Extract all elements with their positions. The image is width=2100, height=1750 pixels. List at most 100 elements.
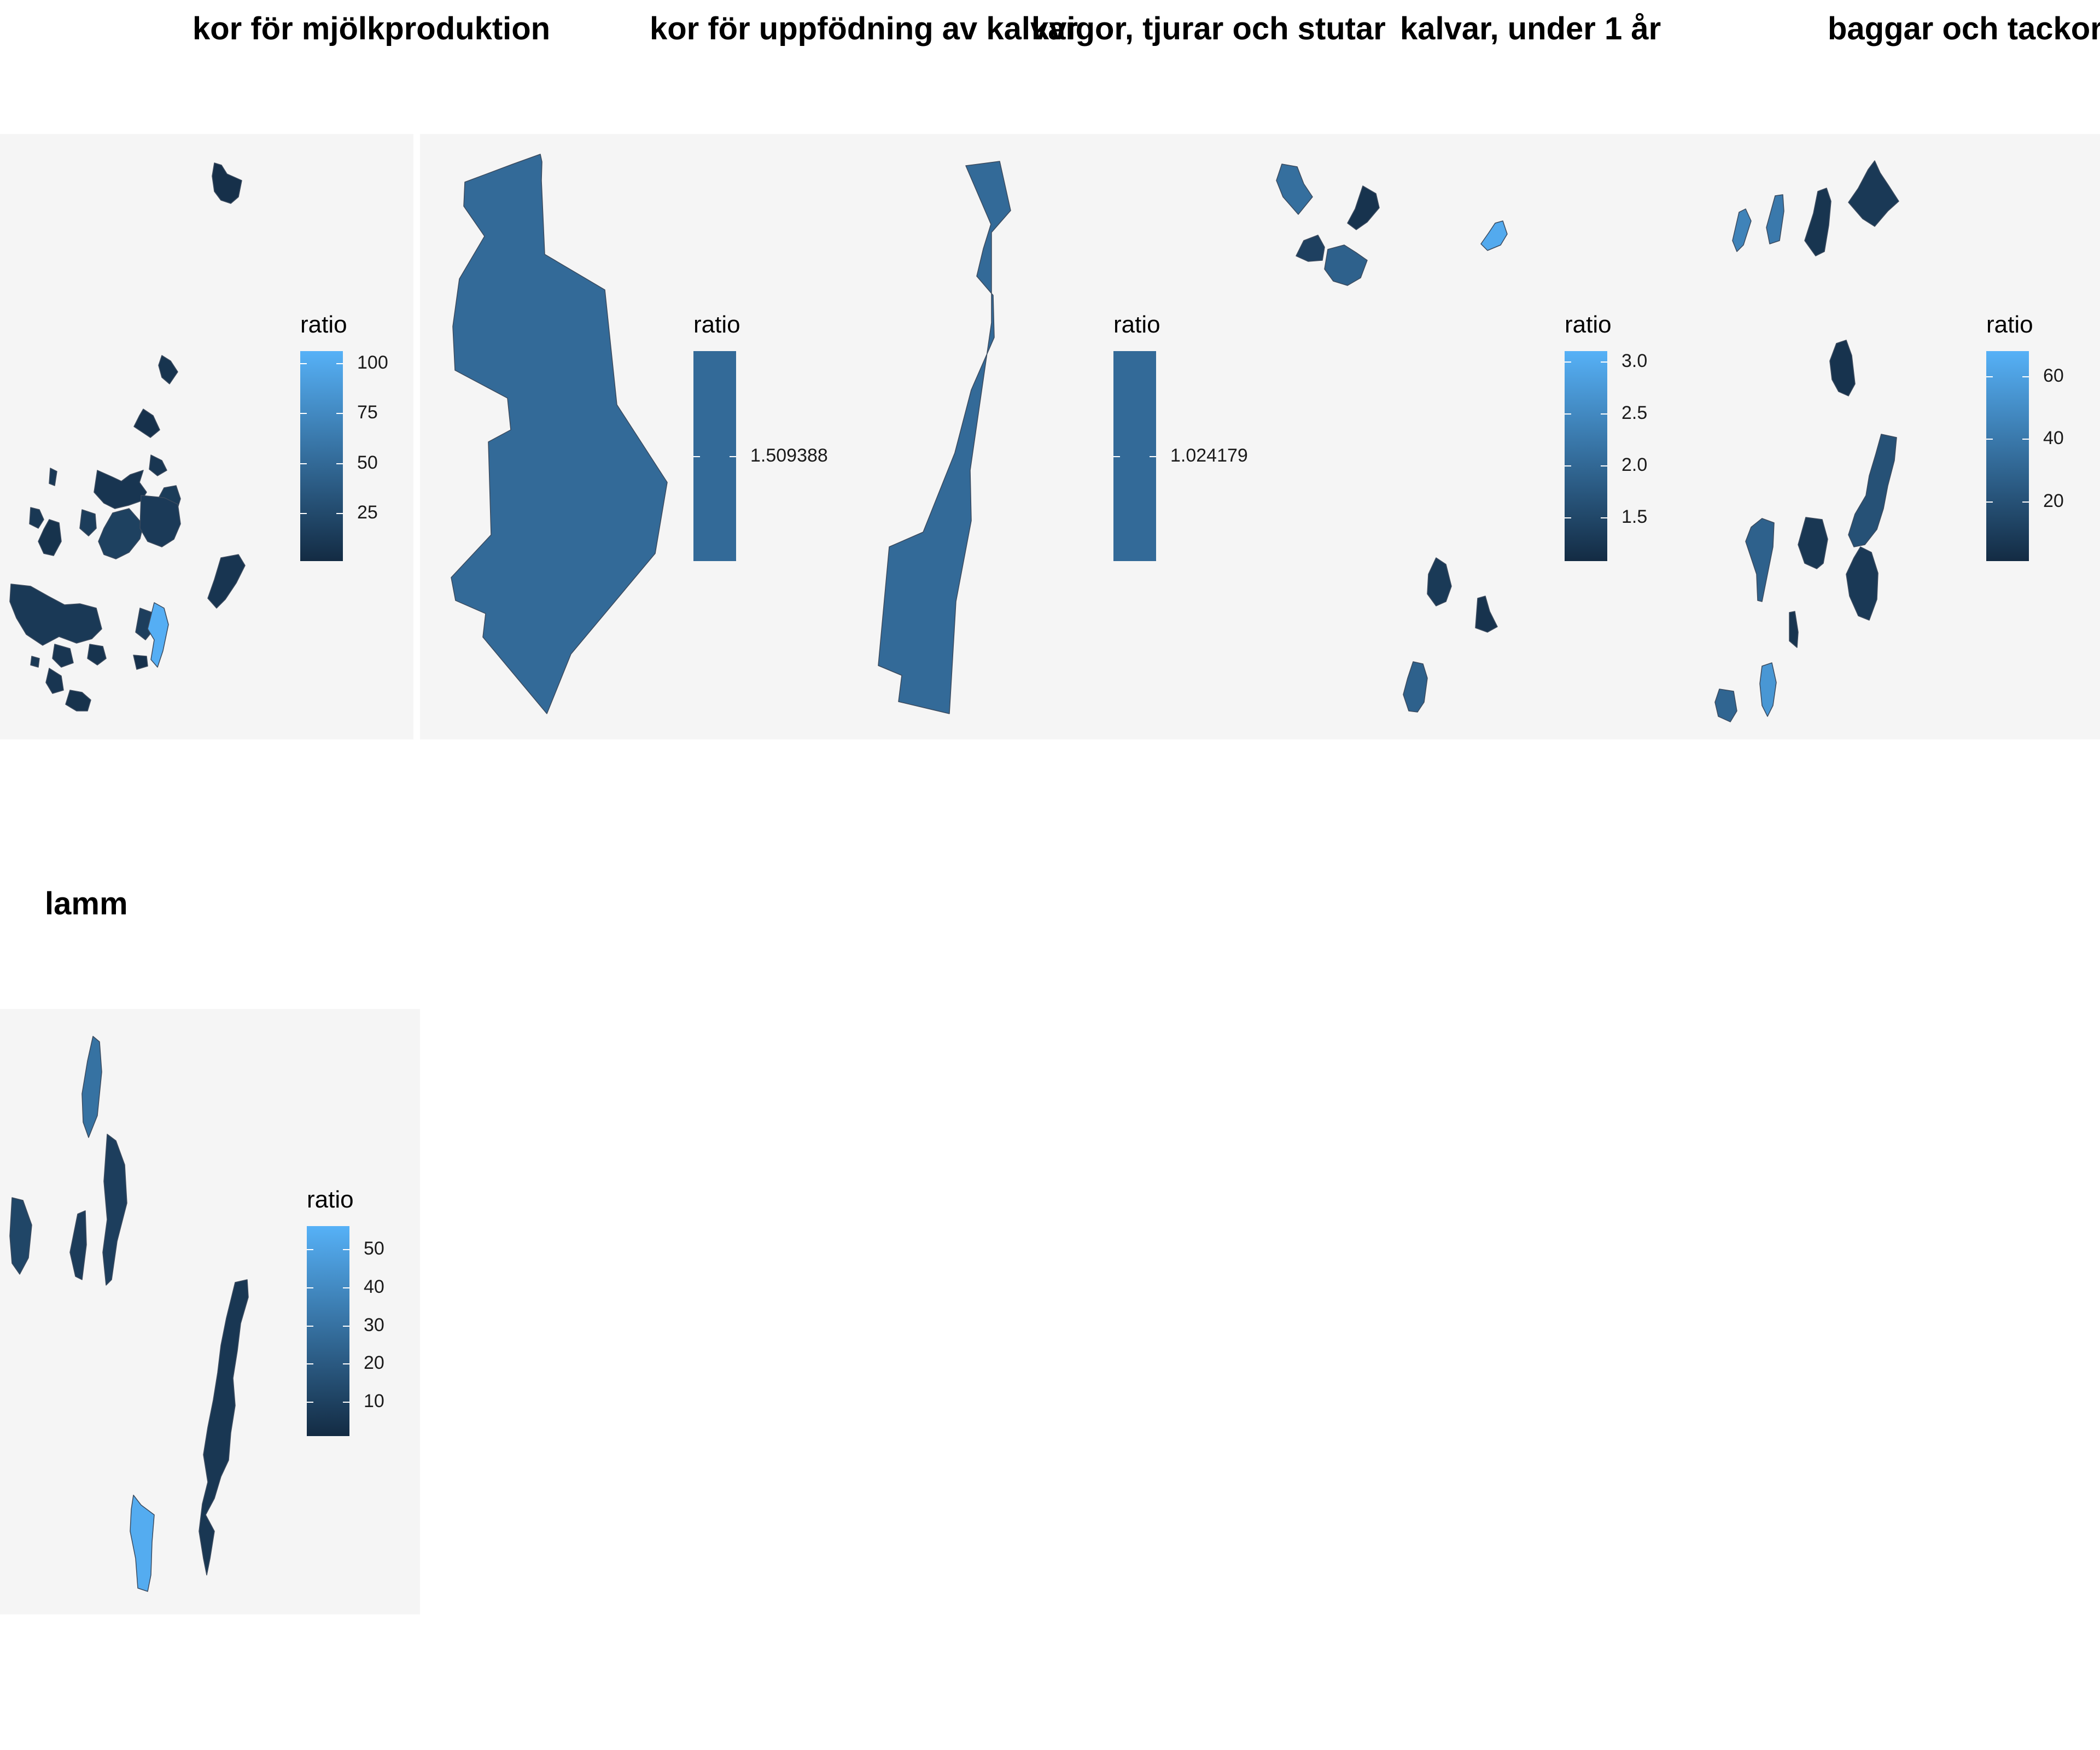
map-region xyxy=(212,162,242,204)
legend-tick xyxy=(1565,361,1571,363)
legend-tick xyxy=(307,1402,313,1403)
map-region xyxy=(149,454,167,476)
map-region xyxy=(1296,235,1325,262)
map-region xyxy=(133,409,160,438)
legend-tick-label: 40 xyxy=(364,1276,384,1297)
legend-colorbar xyxy=(307,1226,349,1436)
map-region xyxy=(1480,220,1508,251)
panel-title: kor för uppfödning av kalvar xyxy=(650,11,1078,46)
map-region xyxy=(45,668,64,694)
legend-tick xyxy=(693,456,700,457)
legend-tick-label: 20 xyxy=(364,1352,384,1374)
map-panel-lambs: lamm ratio 50 40 30 20 10 xyxy=(0,875,420,1750)
map-region xyxy=(1475,596,1498,633)
map-region xyxy=(30,656,40,668)
legend-tick xyxy=(307,1325,313,1327)
map-region xyxy=(9,1197,32,1275)
map-region xyxy=(69,1210,87,1280)
map-region xyxy=(199,1279,249,1576)
map-panel-milk-cows: kor för mjölkproduktion ratio 100 75 50 25 xyxy=(0,0,550,875)
map-region xyxy=(1745,518,1775,602)
legend-tick-label: 3.0 xyxy=(1621,351,1648,371)
legend-tick-label: 60 xyxy=(2043,365,2064,386)
legend-tick xyxy=(307,1363,313,1365)
legend-tick xyxy=(343,1325,349,1327)
choropleth-map xyxy=(878,161,1011,714)
map-region xyxy=(1848,434,1897,547)
map-region xyxy=(52,644,74,668)
legend-title: ratio xyxy=(1986,311,2033,338)
choropleth-map xyxy=(1276,164,1508,713)
map-region xyxy=(1324,244,1368,286)
legend-title: ratio xyxy=(693,311,740,338)
legend-tick-label: 75 xyxy=(357,402,378,423)
legend-tick-label: 10 xyxy=(364,1391,384,1412)
map-region xyxy=(65,690,91,711)
legend-tick xyxy=(1150,456,1156,457)
map-region xyxy=(158,355,178,384)
map-panel-rams-ewes: baggar och tackor ratio 60 40 20 xyxy=(1680,0,2100,875)
map-region xyxy=(1766,194,1784,244)
map-region xyxy=(81,1036,102,1138)
panel-title: kor för mjölkproduktion xyxy=(192,11,551,46)
legend-colorbar xyxy=(1113,351,1156,561)
legend-tick xyxy=(336,413,343,415)
map-region xyxy=(1276,164,1313,215)
map-panel-heifers-bulls-steers: kvigor, tjurar och stutar ratio 1.024179 xyxy=(840,0,1386,875)
map-region xyxy=(1829,340,1856,396)
map-region xyxy=(1846,546,1879,621)
map-region xyxy=(207,554,246,609)
map-region xyxy=(1427,557,1452,606)
legend-title: ratio xyxy=(300,311,347,338)
map-region xyxy=(49,468,57,486)
legend-tick-label: 1.5 xyxy=(1621,506,1648,528)
legend-tick xyxy=(300,363,307,364)
legend-tick xyxy=(343,1287,349,1288)
legend-tick-label: 1.024179 xyxy=(1170,445,1248,466)
map-region xyxy=(9,584,102,646)
legend-tick-label: 2.5 xyxy=(1621,402,1648,424)
map-region xyxy=(1347,185,1380,230)
legend-tick-label: 50 xyxy=(357,452,378,473)
map-region xyxy=(79,509,97,536)
map-region xyxy=(29,507,44,529)
legend-tick xyxy=(1565,413,1571,415)
legend-tick xyxy=(343,1402,349,1403)
legend-colorbar xyxy=(300,351,343,561)
map-region xyxy=(1403,661,1428,713)
map-region xyxy=(133,655,148,670)
map-region xyxy=(451,154,668,714)
legend-colorbar xyxy=(693,351,736,561)
map-region xyxy=(38,519,62,556)
legend-colorbar xyxy=(1986,351,2029,561)
panel-title: kalvar, under 1 år xyxy=(1400,11,1661,46)
choropleth-map xyxy=(1714,160,1899,722)
panel-title: kvigor, tjurar och stutar xyxy=(1031,11,1386,46)
panel-title: lamm xyxy=(45,886,128,921)
map-region xyxy=(102,1134,127,1286)
legend-tick-label: 40 xyxy=(2043,428,2064,449)
legend-tick xyxy=(300,463,307,464)
map-region xyxy=(139,495,181,547)
legend-tick-label: 1.509388 xyxy=(750,445,828,466)
legend-title: ratio xyxy=(1113,311,1160,338)
map-region xyxy=(130,1495,155,1592)
choropleth-map xyxy=(9,162,246,711)
map-region xyxy=(1732,208,1752,252)
legend-tick-label: 20 xyxy=(2043,491,2064,512)
panel-title: baggar och tackor xyxy=(1828,11,2100,46)
legend-colorbar xyxy=(1565,351,1607,561)
legend-tick xyxy=(2022,376,2029,377)
legend-tick xyxy=(1601,413,1607,415)
map-region xyxy=(87,644,107,666)
map-region xyxy=(878,161,1011,714)
map-panel-calves: kalvar, under 1 år ratio 3.0 2.5 2.0 1.5 xyxy=(1260,0,1680,875)
legend-tick xyxy=(336,513,343,515)
legend-title: ratio xyxy=(1565,311,1612,338)
legend-tick-label: 2.0 xyxy=(1621,454,1648,476)
legend-tick xyxy=(343,1363,349,1365)
legend-tick xyxy=(2022,439,2029,440)
legend-tick xyxy=(1565,517,1571,519)
legend-tick xyxy=(343,1249,349,1250)
legend-tick xyxy=(300,413,307,415)
